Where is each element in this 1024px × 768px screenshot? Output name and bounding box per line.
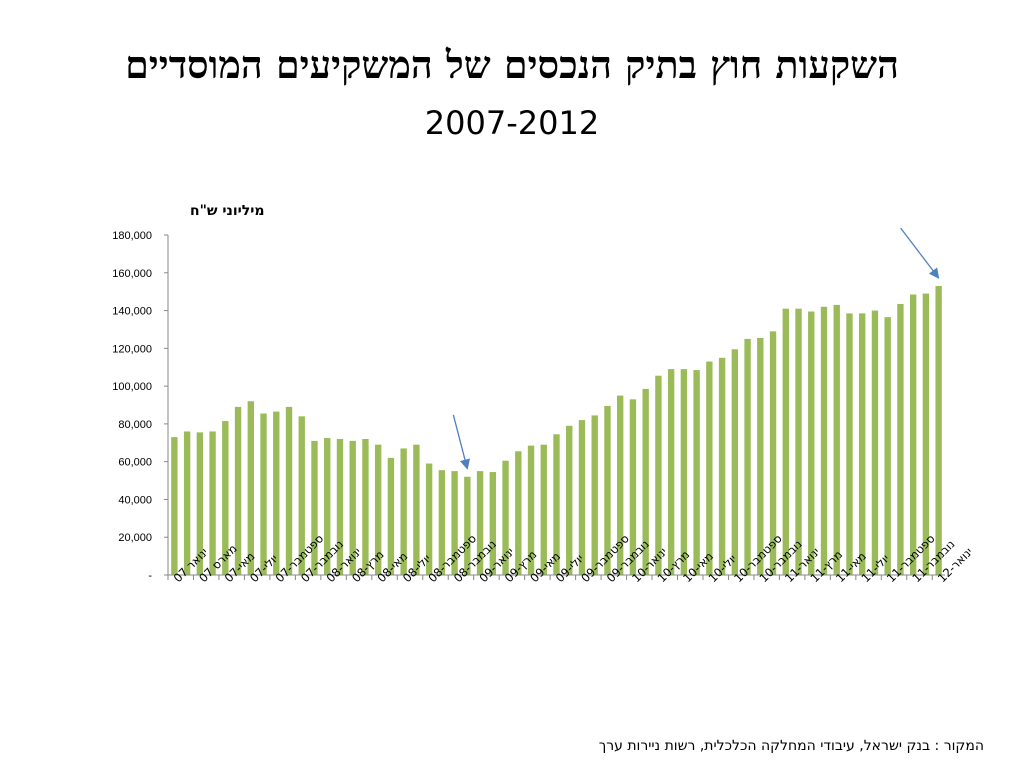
bar	[222, 421, 229, 575]
bar	[871, 310, 879, 575]
bar	[400, 448, 407, 575]
bar	[897, 303, 904, 575]
annotation-arrow	[452, 414, 471, 470]
bar	[273, 411, 280, 575]
bar	[298, 416, 305, 575]
bar	[935, 286, 942, 575]
bar	[922, 293, 930, 575]
arrows	[452, 227, 940, 470]
y-tick-label: 180,000	[112, 230, 152, 242]
bar	[464, 476, 471, 575]
bar	[706, 361, 713, 575]
bar	[642, 388, 649, 575]
bar	[209, 431, 216, 575]
annotation-arrow	[900, 227, 940, 279]
bar	[731, 349, 739, 575]
y-tick-label: 100,000	[112, 381, 152, 393]
bar	[884, 317, 891, 575]
bars	[171, 286, 942, 575]
bar	[566, 425, 573, 575]
bar	[782, 308, 789, 575]
bar	[413, 444, 420, 575]
bar	[476, 471, 484, 575]
bar	[629, 399, 637, 575]
bar	[374, 444, 382, 575]
bar	[247, 401, 254, 575]
bar	[324, 438, 331, 575]
bar	[578, 420, 586, 575]
bar	[744, 338, 751, 575]
bar	[680, 369, 688, 575]
y-tick-label: 80,000	[118, 419, 152, 431]
y-axis-label: מיליוני ש"ח	[190, 203, 265, 219]
bar	[336, 439, 344, 575]
bar	[820, 306, 828, 575]
bar	[502, 460, 509, 575]
bar	[795, 308, 802, 575]
bar	[553, 434, 560, 575]
bar	[183, 431, 191, 575]
bar	[769, 331, 777, 575]
bar	[909, 294, 917, 575]
y-tick-label: -	[148, 570, 152, 582]
bar	[757, 337, 764, 575]
bar	[362, 439, 369, 575]
bar	[196, 432, 204, 575]
bar	[234, 406, 242, 575]
bar	[540, 444, 547, 575]
bar	[451, 471, 458, 575]
y-tick-label: 40,000	[118, 494, 152, 506]
bar	[171, 437, 178, 575]
bar	[349, 440, 356, 575]
source-note: המקור : בנק ישראל, עיבודי המחלקה הכלכלית…	[598, 738, 984, 754]
slide-title: השקעות חוץ בתיק הנכסים של המשקיעים המוסד…	[125, 42, 899, 87]
bar	[515, 451, 522, 575]
y-tick-label: 160,000	[112, 268, 152, 280]
bar	[859, 313, 866, 575]
bar	[667, 369, 675, 575]
bar	[438, 470, 446, 575]
bar	[617, 395, 624, 575]
bar	[425, 463, 433, 575]
bar	[604, 405, 611, 575]
bar	[693, 370, 700, 575]
bar	[808, 311, 815, 575]
bar	[489, 472, 496, 575]
bar	[387, 457, 395, 575]
bar	[311, 440, 318, 575]
bar	[591, 415, 598, 575]
slide-subtitle: 2007-2012	[424, 104, 600, 142]
bar	[655, 375, 662, 575]
bar	[833, 304, 840, 575]
y-tick-label: 120,000	[112, 343, 152, 355]
y-tick-label: 60,000	[118, 457, 152, 469]
y-axis: - 20,000 40,000 60,000 80,000 100,000 120,000 1…	[112, 230, 169, 582]
y-tick-label: 20,000	[118, 532, 152, 544]
bar	[285, 406, 293, 575]
bar	[527, 445, 535, 575]
bar	[846, 313, 853, 575]
bar	[718, 357, 726, 575]
y-tick-label: 140,000	[112, 306, 152, 318]
bar	[260, 413, 267, 575]
